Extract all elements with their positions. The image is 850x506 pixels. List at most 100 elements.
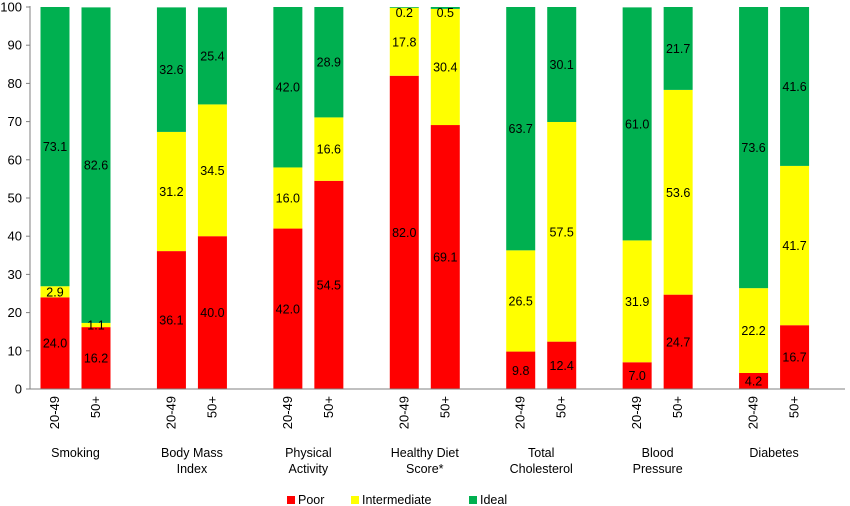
x-tick-label: 50+ xyxy=(321,396,336,418)
data-label-intermediate: 26.5 xyxy=(509,294,533,308)
bar-segment-intermediate xyxy=(389,7,419,76)
group-label: Diabetes xyxy=(749,446,798,460)
data-label-intermediate: 31.2 xyxy=(159,185,183,199)
bar-segment-intermediate xyxy=(506,250,536,352)
group-label-line: Healthy Diet xyxy=(391,446,460,460)
y-axis-ticks: 0 10 20 30 40 50 60 70 80 90 100 xyxy=(0,0,30,397)
bar-segment-intermediate xyxy=(780,165,810,326)
bar-segment-ideal xyxy=(273,7,303,168)
data-label-ideal: 63.7 xyxy=(509,122,533,136)
y-tick-label: 30 xyxy=(8,267,22,282)
y-tick-label: 100 xyxy=(0,0,22,15)
data-label-intermediate: 16.0 xyxy=(276,192,300,206)
y-tick-label: 20 xyxy=(8,305,22,320)
x-tick-label: 50+ xyxy=(88,396,103,418)
data-label-intermediate: 1.1 xyxy=(87,319,104,333)
group-label: Total Cholesterol xyxy=(510,446,573,476)
data-label-ideal: 0.2 xyxy=(396,6,413,20)
data-label-intermediate: 41.7 xyxy=(782,239,806,253)
x-tick-label: 50+ xyxy=(204,396,219,418)
axes xyxy=(29,6,845,390)
data-label-poor: 12.4 xyxy=(550,359,574,373)
bar-segment-ideal xyxy=(156,7,186,132)
data-label-ideal: 21.7 xyxy=(666,42,690,56)
x-axis-ticks: 20-49 50+ 20-49 50+ 20-49 50+ 20-49 50+ 20-49 50+… xyxy=(47,396,802,429)
legend-swatch-poor xyxy=(287,496,295,504)
legend-swatch-ideal xyxy=(469,496,477,504)
data-label-poor: 16.2 xyxy=(84,352,108,366)
data-label-ideal: 0.5 xyxy=(437,6,454,20)
legend-label-poor: Poor xyxy=(298,493,324,506)
bar-segment-poor xyxy=(739,372,769,389)
data-label-ideal: 42.0 xyxy=(276,81,300,95)
group-label-line: Index xyxy=(177,462,208,476)
bar-segment-poor xyxy=(547,341,577,389)
data-label-ideal: 61.0 xyxy=(625,117,649,131)
group-label: Healthy Diet Score* xyxy=(391,446,460,476)
data-label-poor: 4.2 xyxy=(745,374,762,388)
data-label-poor: 54.5 xyxy=(317,278,341,292)
y-tick-label: 80 xyxy=(8,76,22,91)
data-label-intermediate: 30.4 xyxy=(433,60,457,74)
group-labels: Smoking Body Mass Index Physical Activity Hea… xyxy=(51,446,799,476)
bar-segment-intermediate xyxy=(547,121,577,342)
group-label: Smoking xyxy=(51,446,100,460)
bar-segment-ideal xyxy=(197,7,227,105)
data-label-ideal: 28.9 xyxy=(317,56,341,70)
data-label-poor: 24.0 xyxy=(43,337,67,351)
y-tick-label: 10 xyxy=(8,343,22,358)
group-label: Blood Pressure xyxy=(633,446,683,476)
y-tick-label: 0 xyxy=(15,382,22,397)
group-label-line: Cholesterol xyxy=(510,462,573,476)
bar-segment-intermediate xyxy=(739,288,769,373)
bar-segment-ideal xyxy=(663,7,693,90)
group-label-line: Smoking xyxy=(51,446,100,460)
bar-segment-ideal xyxy=(622,7,652,241)
bar-segment-poor xyxy=(430,125,460,390)
data-label-intermediate: 22.2 xyxy=(741,324,765,338)
group-label-line: Score* xyxy=(406,462,444,476)
y-tick-label: 40 xyxy=(8,229,22,244)
data-label-poor: 69.1 xyxy=(433,251,457,265)
data-label-ideal: 41.6 xyxy=(782,80,806,94)
x-tick-label: 20-49 xyxy=(629,396,644,429)
data-labels: 24.0 2.9 73.1 16.2 1.1 82.6 36.1 31.2 32.6 40.0 34… xyxy=(43,6,807,388)
bar-segment-ideal xyxy=(506,7,536,251)
bar-segment-intermediate xyxy=(81,322,111,328)
x-tick-label: 50+ xyxy=(437,396,452,418)
data-label-poor: 7.0 xyxy=(628,369,645,383)
bar-segment-ideal xyxy=(389,7,419,8)
data-label-intermediate: 34.5 xyxy=(200,164,224,178)
data-label-ideal: 73.1 xyxy=(43,140,67,154)
bar-segment-ideal xyxy=(739,7,769,289)
bar-segment-ideal xyxy=(430,7,460,9)
data-label-intermediate: 57.5 xyxy=(550,225,574,239)
legend: Poor Intermediate Ideal xyxy=(287,493,507,506)
bar-segment-intermediate xyxy=(622,240,652,363)
data-label-poor: 24.7 xyxy=(666,335,690,349)
group-label-line: Total xyxy=(528,446,554,460)
data-label-intermediate: 31.9 xyxy=(625,295,649,309)
y-tick-label: 70 xyxy=(8,114,22,129)
data-label-poor: 42.0 xyxy=(276,302,300,316)
data-label-ideal: 82.6 xyxy=(84,159,108,173)
group-label-line: Blood xyxy=(642,446,674,460)
x-tick-label: 50+ xyxy=(787,396,802,418)
bar-segment-poor xyxy=(197,236,227,389)
bar-segment-poor xyxy=(663,294,693,389)
group-label-line: Physical xyxy=(285,446,332,460)
bar-segment-intermediate xyxy=(663,89,693,295)
group-label-line: Diabetes xyxy=(749,446,798,460)
data-label-intermediate: 17.8 xyxy=(392,35,416,49)
data-label-intermediate: 16.6 xyxy=(317,143,341,157)
y-tick-label: 60 xyxy=(8,152,22,167)
bar-segment-ideal xyxy=(547,7,577,122)
bar-segment-poor xyxy=(622,362,652,389)
data-label-poor: 9.8 xyxy=(512,364,529,378)
bar-segment-intermediate xyxy=(314,117,344,181)
bar-segment-poor xyxy=(389,75,419,389)
group-label: Body Mass Index xyxy=(161,446,223,476)
x-tick-label: 20-49 xyxy=(746,396,761,429)
data-label-poor: 82.0 xyxy=(392,226,416,240)
x-tick-label: 50+ xyxy=(670,396,685,418)
